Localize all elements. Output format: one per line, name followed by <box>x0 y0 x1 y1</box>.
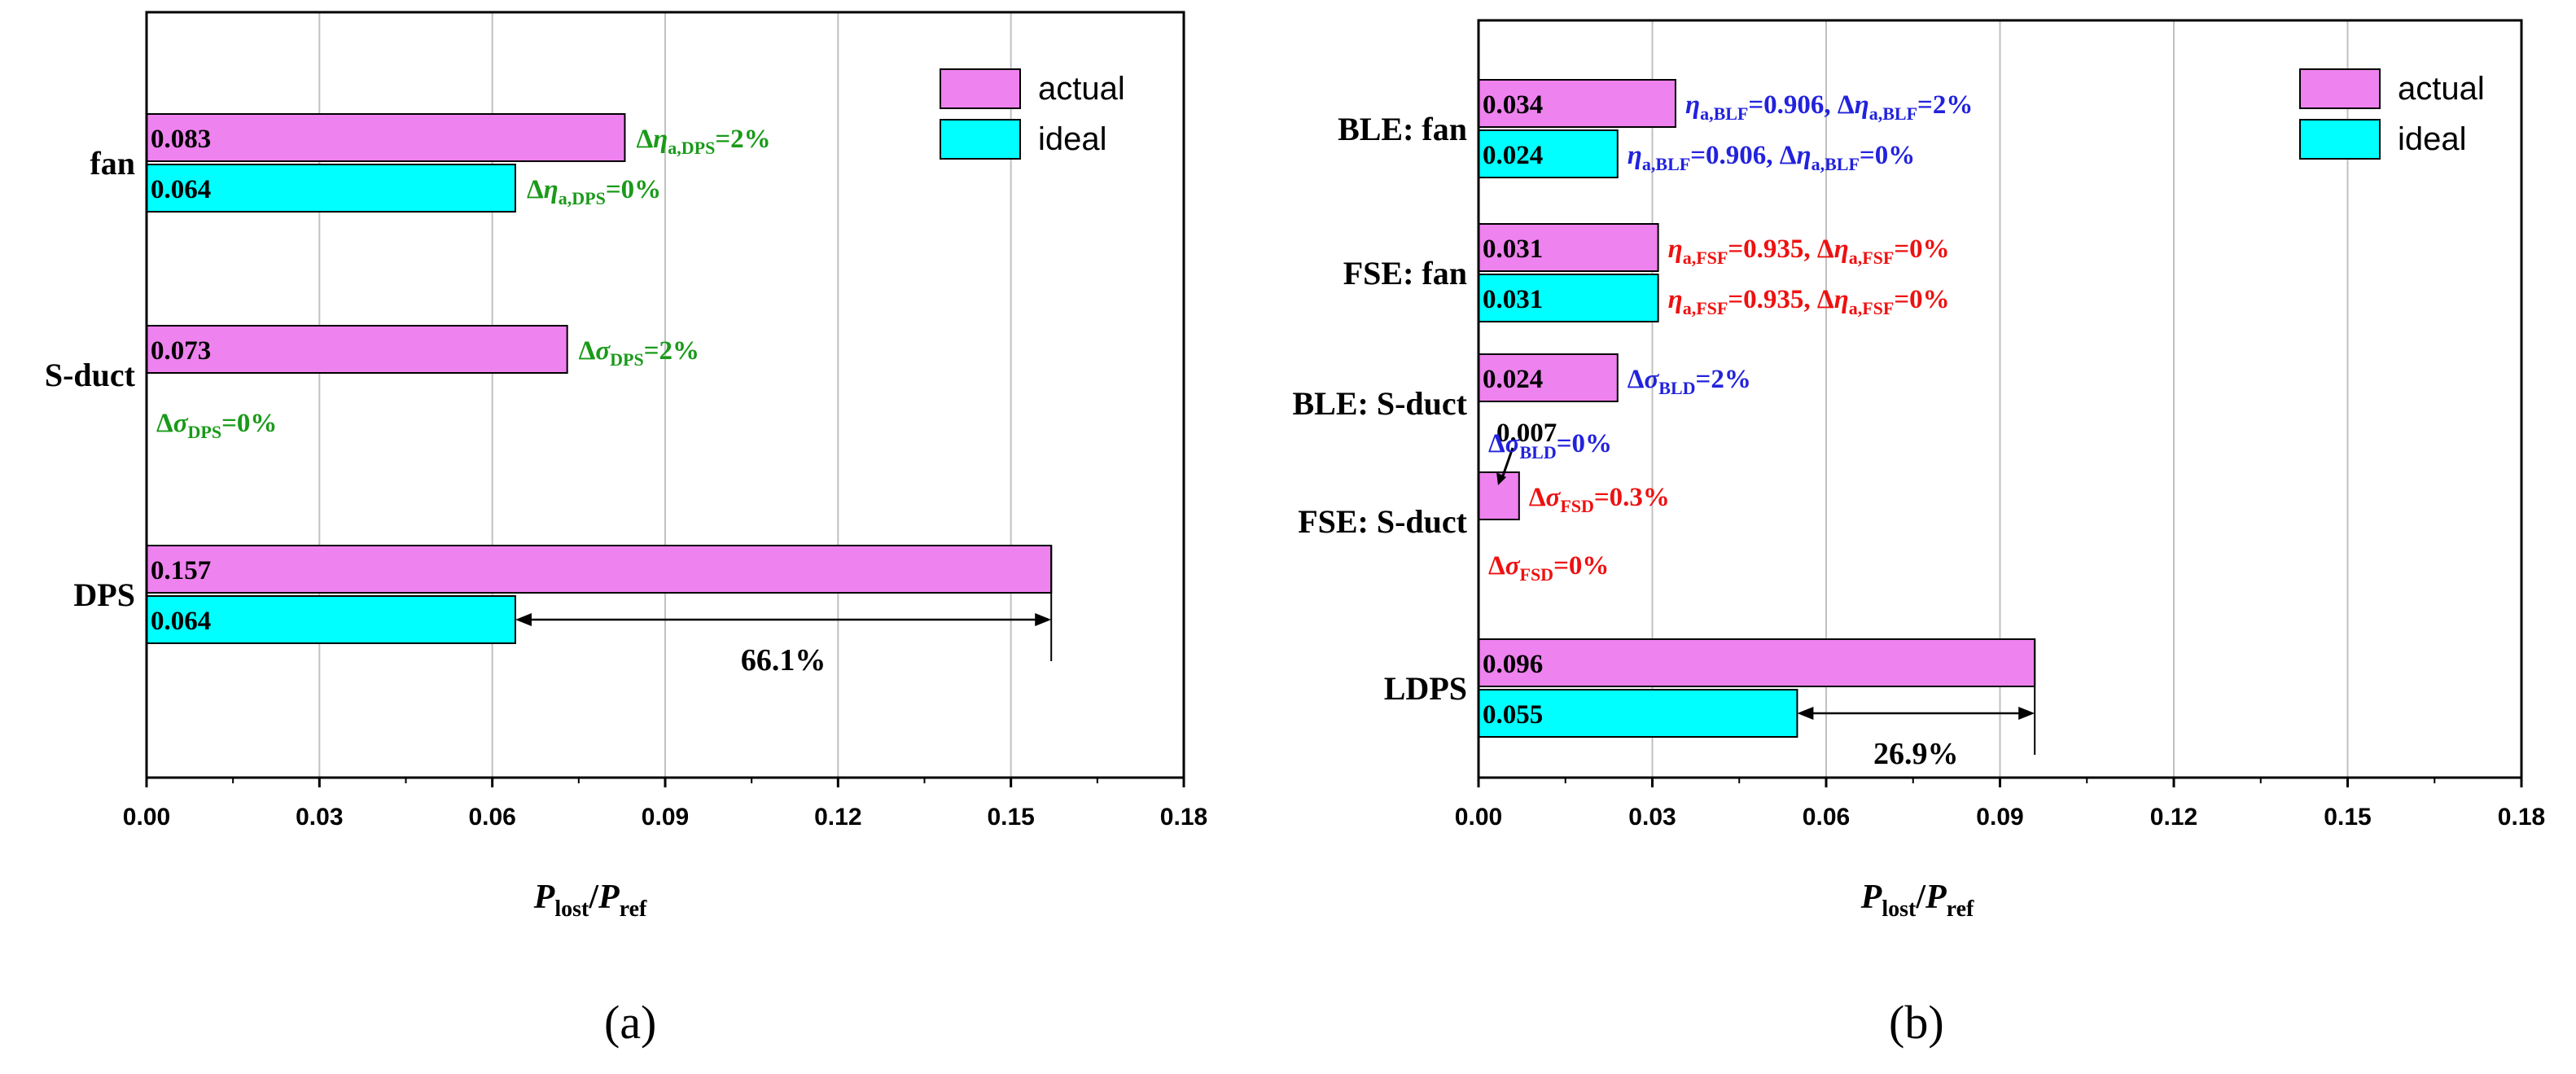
category-label: BLE: S-duct <box>1293 385 1468 422</box>
annotation-label: Δηa,DPS=2% <box>636 125 770 158</box>
legend-swatch-actual <box>940 68 1021 109</box>
actual-bar <box>1478 638 2036 687</box>
x-tick-label: 0.00 <box>1455 804 1502 831</box>
ideal-bar <box>146 595 516 644</box>
legend-label-ideal: ideal <box>2398 121 2467 157</box>
actual-bar <box>1478 223 1659 272</box>
ideal-bar <box>146 164 516 213</box>
actual-bar <box>1478 353 1619 402</box>
annotation-label: ΔσDPS=2% <box>579 336 699 370</box>
x-tick-label: 0.15 <box>2324 804 2371 831</box>
category-label: FSE: S-duct <box>1298 503 1467 540</box>
x-tick-label: 0.12 <box>2150 804 2197 831</box>
x-axis-label: Plost/Pref <box>533 879 647 922</box>
x-tick-label: 0.09 <box>642 804 689 831</box>
difference-label: 26.9% <box>1873 737 1959 771</box>
x-tick-label: 0.12 <box>814 804 861 831</box>
actual-bar <box>146 113 626 162</box>
actual-bar <box>146 545 1053 594</box>
annotation-label: ηa,FSF=0.935, Δηa,FSF=0% <box>1668 235 1950 268</box>
annotation-label: ΔσFSD=0% <box>1488 551 1609 585</box>
difference-label: 66.1% <box>741 643 826 677</box>
annotation-label: ΔσBLD=2% <box>1628 365 1751 398</box>
value-label: 0.096 <box>1483 650 1543 679</box>
actual-bar <box>1478 79 1676 128</box>
x-tick-label: 0.00 <box>123 804 170 831</box>
legend-swatch-ideal <box>940 119 1021 160</box>
value-label: 0.031 <box>1483 235 1543 264</box>
value-label: 0.064 <box>151 175 211 204</box>
x-tick-label: 0.18 <box>2498 804 2545 831</box>
category-label: fan <box>90 145 135 182</box>
value-label: 0.073 <box>151 336 211 366</box>
x-tick-label: 0.18 <box>1160 804 1207 831</box>
value-label: 0.034 <box>1483 90 1543 120</box>
category-label: S-duct <box>45 357 136 393</box>
value-label: 0.024 <box>1483 141 1543 170</box>
value-label: 0.083 <box>151 125 211 154</box>
panel-label: (b) <box>1889 996 1944 1049</box>
legend-label-ideal: ideal <box>1038 121 1107 157</box>
x-tick-label: 0.06 <box>1803 804 1850 831</box>
annotation-label: ΔσBLD=0% <box>1488 429 1612 462</box>
panel-label: (a) <box>604 996 656 1049</box>
legend-label-actual: actual <box>1038 71 1125 107</box>
category-label: DPS <box>73 576 135 613</box>
category-label: FSE: fan <box>1343 255 1467 292</box>
annotation-label: ηa,BLF=0.906, Δηa,BLF=0% <box>1628 141 1915 174</box>
x-tick-label: 0.09 <box>1976 804 2023 831</box>
value-label: 0.064 <box>151 607 211 636</box>
legend-swatch-actual <box>2299 68 2381 109</box>
difference-arrow-right <box>1035 613 1052 626</box>
value-label: 0.024 <box>1483 365 1543 394</box>
difference-arrow-right <box>2018 707 2035 720</box>
ideal-bar <box>1478 689 1798 738</box>
annotation-label: ΔσFSD=0.3% <box>1529 483 1670 516</box>
legend-label-actual: actual <box>2398 71 2485 107</box>
chart-panel-b: BLE: fan 0.034 0.024 FSE: fan 0.031 0.031 BLE:… <box>1293 19 2545 1049</box>
value-label: 0.031 <box>1483 285 1543 314</box>
chart-panel-a: fan 0.083 0.064 S-duct 0.073 DPS 0.157 0.064 Δηa… <box>45 11 1207 1049</box>
x-axis-label: Plost/Pref <box>1860 879 1974 922</box>
annotation-label: Δηa,DPS=0% <box>527 175 661 208</box>
legend-swatch-ideal <box>2299 119 2381 160</box>
ideal-bar <box>1478 274 1659 322</box>
x-tick-label: 0.03 <box>296 804 343 831</box>
x-tick-label: 0.03 <box>1628 804 1676 831</box>
x-tick-label: 0.06 <box>468 804 515 831</box>
x-tick-label: 0.15 <box>987 804 1034 831</box>
annotation-label: ηa,BLF=0.906, Δηa,BLF=2% <box>1685 90 1973 124</box>
value-pointer <box>1500 447 1514 481</box>
difference-arrow-left <box>1797 707 1814 720</box>
difference-arrow-left <box>515 613 532 626</box>
annotation-label: ηa,FSF=0.935, Δηa,FSF=0% <box>1668 285 1950 318</box>
value-label: 0.157 <box>151 556 211 585</box>
category-label: LDPS <box>1384 670 1467 707</box>
category-label: BLE: fan <box>1338 111 1467 147</box>
value-label: 0.055 <box>1483 700 1543 730</box>
annotation-label: ΔσDPS=0% <box>156 409 277 442</box>
value-pointer-head <box>1496 472 1506 485</box>
value-label: 0.007 <box>1496 419 1557 448</box>
